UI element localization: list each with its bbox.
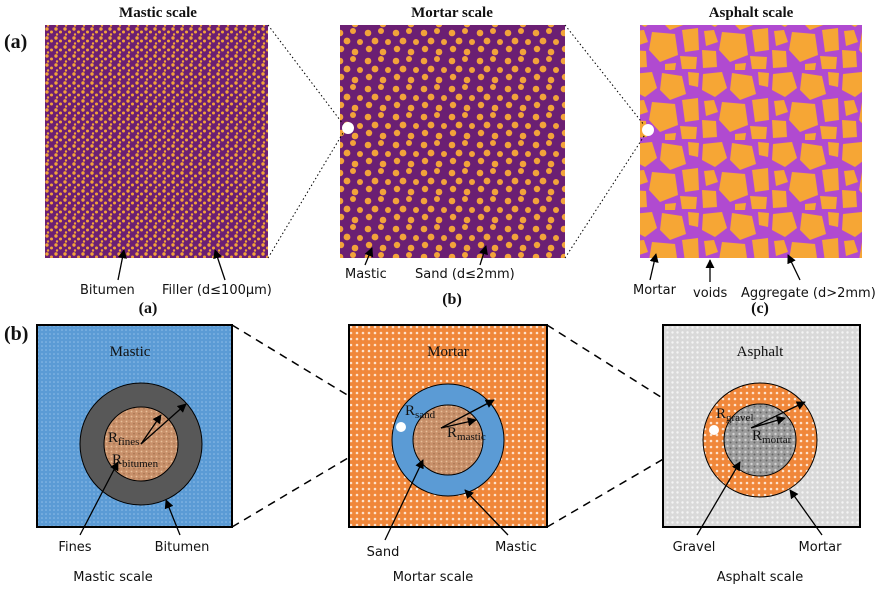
arrow: [750, 401, 806, 429]
annotation: Bitumen: [80, 283, 135, 298]
zoom-point: [342, 122, 354, 134]
image-caption: (a): [139, 300, 158, 317]
image-caption: (c): [751, 300, 769, 317]
annotation: voids: [693, 286, 728, 301]
radius-label: Rbitumen: [112, 452, 159, 470]
zoom-point: [642, 124, 654, 136]
annotation: Fines: [58, 540, 91, 555]
radius-label: Rmortar: [752, 428, 792, 446]
radius-label: Rgravel: [716, 406, 754, 424]
arrow: [164, 499, 181, 536]
radius-label: Rfines: [108, 430, 139, 448]
model-caption: Mortar scale: [393, 570, 474, 585]
annotation: Mastic: [345, 267, 387, 282]
arrow: [649, 253, 659, 281]
zoom-point: [709, 425, 719, 435]
arrow: [140, 414, 162, 445]
arrow: [789, 489, 823, 536]
panel-label: (a): [4, 31, 27, 53]
image-title: Mastic scale: [119, 5, 197, 21]
image-title: Asphalt scale: [709, 5, 794, 21]
radius-label: Rsand: [405, 403, 436, 421]
arrow: [79, 461, 119, 536]
panel-label: (b): [4, 323, 28, 345]
annotation: Sand (d≤2mm): [415, 267, 515, 282]
annotation: Aggregate (d>2mm): [741, 286, 876, 301]
radius-label: Rmastic: [447, 425, 486, 443]
arrow: [213, 249, 226, 281]
mortar-image: [340, 25, 565, 258]
asphalt-image: [640, 25, 862, 258]
model-title: Asphalt: [737, 344, 784, 360]
arrow: [440, 399, 495, 429]
arrow: [479, 245, 488, 266]
arrow: [464, 489, 509, 536]
arrow: [140, 403, 187, 445]
annotation: Gravel: [673, 540, 716, 555]
arrow: [787, 254, 801, 281]
arrow: [750, 415, 786, 429]
arrow: [117, 249, 127, 281]
annotation: Bitumen: [155, 540, 210, 555]
annotation: Mortar: [799, 540, 843, 555]
model-title: Mastic: [110, 344, 151, 360]
model-caption: Mastic scale: [73, 570, 152, 585]
model-title: Mortar: [427, 344, 469, 360]
model-caption: Asphalt scale: [717, 570, 803, 585]
image-title: Mortar scale: [411, 5, 493, 21]
arrow: [440, 417, 477, 429]
annotation: Filler (d≤100μm): [162, 283, 272, 298]
annotation: Mortar: [633, 283, 677, 298]
arrow: [696, 461, 741, 536]
arrow: [384, 459, 424, 541]
image-caption: (b): [442, 291, 462, 308]
mastic-image: [45, 25, 268, 258]
zoom-point: [396, 422, 406, 432]
annotation: Mastic: [495, 540, 537, 555]
annotation: Sand: [367, 545, 400, 560]
arrow: [364, 247, 374, 266]
zoom-lines: [267, 24, 649, 259]
